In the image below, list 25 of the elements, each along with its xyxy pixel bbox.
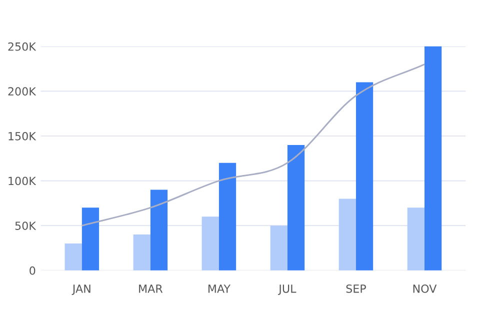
bar	[407, 208, 424, 270]
x-tick-label: MAY	[208, 284, 231, 293]
bar	[287, 144, 305, 270]
bar	[82, 208, 100, 270]
bar	[424, 46, 442, 270]
y-tick-label: 250K	[8, 42, 36, 51]
bar	[218, 162, 236, 270]
x-tick-label: NOV	[413, 284, 437, 293]
bar	[64, 244, 82, 270]
bar	[338, 198, 356, 270]
bar	[150, 190, 168, 270]
line-series	[81, 64, 426, 226]
y-tick-label: 150K	[8, 132, 36, 140]
x-tick-label: JUL	[278, 284, 296, 295]
y-tick-label: 50K	[15, 222, 36, 230]
bar	[133, 234, 150, 270]
x-tick-label: SEP	[346, 284, 366, 293]
y-tick-label: 100K	[8, 176, 36, 186]
bar	[202, 216, 219, 270]
x-tick-label: JAN	[72, 284, 90, 295]
bar	[270, 226, 288, 270]
y-tick-label: 200K	[8, 87, 36, 96]
y-tick-label: 0	[30, 266, 36, 275]
bar	[356, 82, 374, 270]
x-tick-label: MAR	[139, 284, 163, 293]
